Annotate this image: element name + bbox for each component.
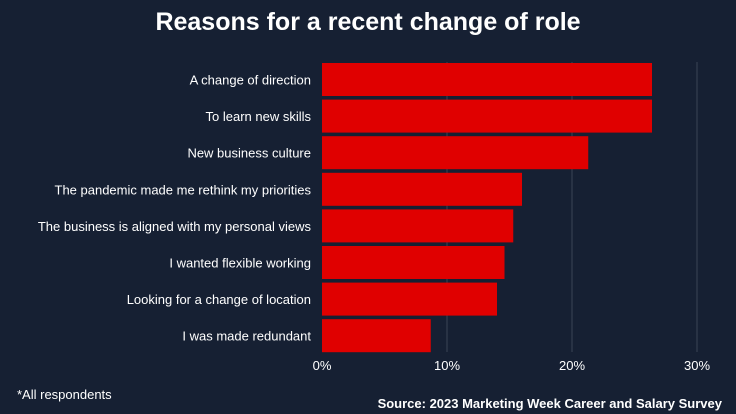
category-label: The business is aligned with my personal… — [38, 219, 312, 234]
category-label: I was made redundant — [182, 329, 311, 344]
bars — [322, 63, 652, 353]
category-label: I wanted flexible working — [169, 256, 311, 271]
bar — [322, 136, 589, 170]
category-label: To learn new skills — [206, 109, 312, 124]
bar — [322, 246, 505, 279]
bar — [322, 63, 652, 96]
x-tick-labels: 0% 10% 20% 30% — [313, 358, 711, 373]
category-label: A change of direction — [190, 73, 311, 88]
category-label: The pandemic made me rethink my prioriti… — [55, 182, 312, 197]
source-note: Source: 2023 Marketing Week Career and S… — [377, 396, 722, 411]
category-label: New business culture — [187, 146, 311, 161]
category-labels: A change of direction To learn new skills… — [38, 73, 312, 344]
footnote: *All respondents — [17, 387, 112, 402]
x-tick-label: 30% — [684, 358, 710, 373]
x-tick-label: 0% — [313, 358, 332, 373]
x-tick-label: 20% — [559, 358, 585, 373]
bar — [322, 172, 522, 206]
bar — [322, 209, 514, 243]
bar — [322, 99, 652, 133]
category-label: Looking for a change of location — [127, 292, 311, 307]
x-tick-label: 10% — [434, 358, 460, 373]
chart-title: Reasons for a recent change of role — [155, 8, 581, 36]
bar — [322, 319, 431, 353]
bar — [322, 282, 497, 316]
